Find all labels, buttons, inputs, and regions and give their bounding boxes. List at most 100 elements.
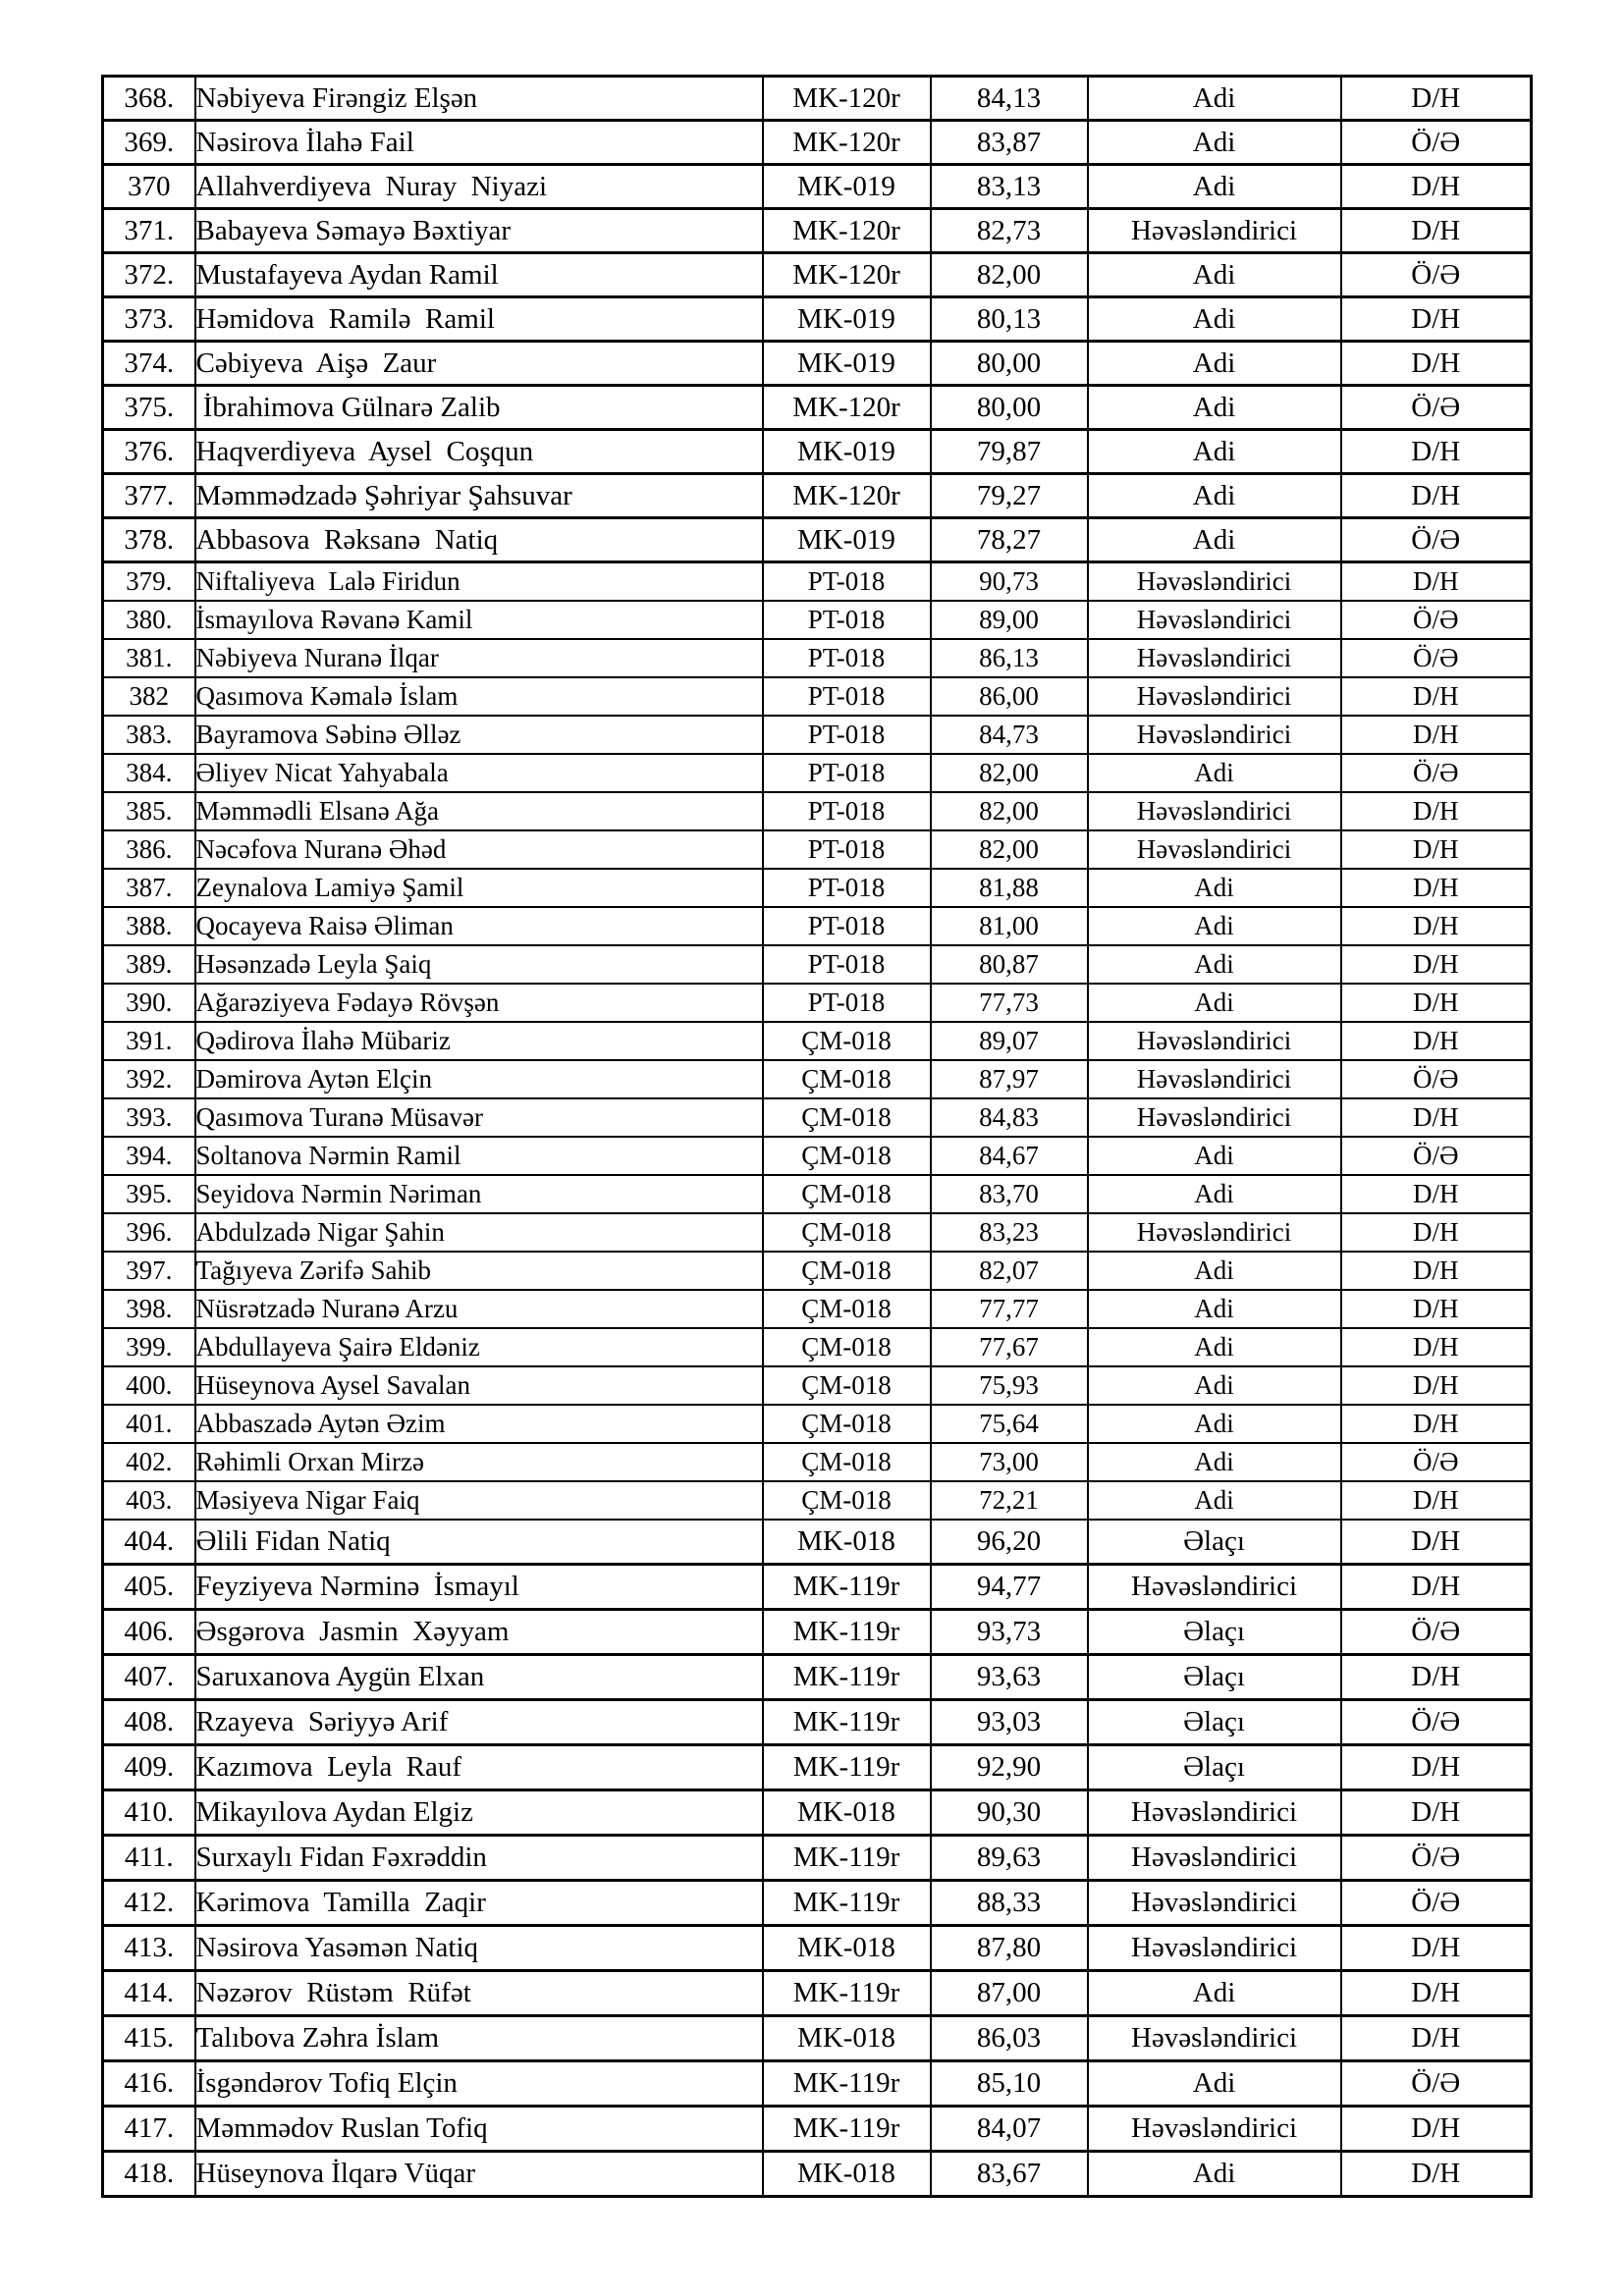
table-row: 418. Hüseynova İlqarə Vüqar MK-018 83,67… — [101, 2150, 1533, 2198]
funding-basis-cell: D/H — [1339, 944, 1533, 985]
table-row: 368. Nəbiyeva Firəngiz Elşən MK-120r 84,… — [101, 75, 1533, 122]
row-number-cell: 369. — [101, 119, 196, 166]
row-number-cell: 379. — [101, 561, 196, 602]
student-name-cell: Qədirova İlahə Mübariz — [193, 1021, 764, 1061]
score-cell: 79,87 — [929, 428, 1089, 475]
row-number-cell: 374. — [101, 340, 196, 387]
scholarship-category-cell: Adi — [1086, 1480, 1342, 1521]
score-cell: 87,80 — [929, 1924, 1089, 1972]
student-name-cell: İsgəndərov Tofiq Elçin — [193, 2059, 764, 2108]
table-row: 413. Nəsirova Yasəmən Natiq MK-018 87,80… — [101, 1924, 1533, 1972]
group-code-cell: MK-120r — [761, 119, 932, 166]
scholarship-category-cell: Adi — [1086, 384, 1342, 431]
student-name-cell: Zeynalova Lamiyə Şamil — [193, 868, 764, 908]
score-cell: 84,07 — [929, 2105, 1089, 2153]
score-cell: 90,73 — [929, 561, 1089, 602]
funding-basis-cell: D/H — [1339, 163, 1533, 210]
student-name-cell: Məmmədov Ruslan Tofiq — [193, 2105, 764, 2153]
score-cell: 78,27 — [929, 516, 1089, 563]
student-name-cell: Abbasova Rəksanə Natiq — [193, 516, 764, 563]
group-code-cell: MK-119r — [761, 1834, 932, 1882]
group-code-cell: MK-018 — [761, 1519, 932, 1566]
table-row: 386. Nəcəfova Nuranə Əhəd PT-018 82,00 H… — [101, 829, 1533, 870]
scholarship-category-cell: Həvəsləndirici — [1086, 1097, 1342, 1138]
table-row: 374. Cəbiyeva Aişə Zaur MK-019 80,00 Adi… — [101, 340, 1533, 387]
funding-basis-cell: D/H — [1339, 2014, 1533, 2062]
score-cell: 82,00 — [929, 829, 1089, 870]
table-row: 385. Məmmədli Elsanə Ağa PT-018 82,00 Hə… — [101, 791, 1533, 831]
row-number-cell: 380. — [101, 600, 196, 640]
scholarship-category-cell: Adi — [1086, 1136, 1342, 1176]
row-number-cell: 383. — [101, 715, 196, 755]
scholarship-category-cell: Adi — [1086, 1404, 1342, 1444]
scholarship-category-cell: Adi — [1086, 906, 1342, 946]
row-number-cell: 386. — [101, 829, 196, 870]
row-number-cell: 385. — [101, 791, 196, 831]
funding-basis-cell: D/H — [1339, 829, 1533, 870]
table-row: 400. Hüseynova Aysel Savalan ÇM-018 75,9… — [101, 1365, 1533, 1406]
student-name-cell: Əsgərova Jasmin Xəyyam — [193, 1608, 764, 1656]
student-name-cell: Abdulzadə Nigar Şahin — [193, 1212, 764, 1253]
row-number-cell: 376. — [101, 428, 196, 475]
group-code-cell: MK-119r — [761, 1743, 932, 1791]
row-number-cell: 402. — [101, 1442, 196, 1482]
group-code-cell: MK-120r — [761, 207, 932, 254]
scholarship-category-cell: Həvəsləndirici — [1086, 1059, 1342, 1099]
funding-basis-cell: D/H — [1339, 1365, 1533, 1406]
group-code-cell: ÇM-018 — [761, 1404, 932, 1444]
student-name-cell: Tağıyeva Zərifə Sahib — [193, 1251, 764, 1291]
group-code-cell: MK-119r — [761, 2105, 932, 2153]
row-number-cell: 406. — [101, 1608, 196, 1656]
group-code-cell: MK-019 — [761, 516, 932, 563]
student-name-cell: İbrahimova Gülnarə Zalib — [193, 384, 764, 431]
funding-basis-cell: Ö/Ə — [1339, 516, 1533, 563]
funding-basis-cell: D/H — [1339, 1212, 1533, 1253]
scholarship-category-cell: Adi — [1086, 1251, 1342, 1291]
row-number-cell: 387. — [101, 868, 196, 908]
group-code-cell: MK-119r — [761, 1969, 932, 2017]
score-cell: 84,73 — [929, 715, 1089, 755]
group-code-cell: ÇM-018 — [761, 1136, 932, 1176]
student-name-cell: Nəcəfova Nuranə Əhəd — [193, 829, 764, 870]
scholarship-category-cell: Həvəsləndirici — [1086, 1021, 1342, 1061]
table-row: 389. Həsənzadə Leyla Şaiq PT-018 80,87 A… — [101, 944, 1533, 985]
score-cell: 84,67 — [929, 1136, 1089, 1176]
row-number-cell: 410. — [101, 1789, 196, 1837]
row-number-cell: 378. — [101, 516, 196, 563]
row-number-cell: 395. — [101, 1174, 196, 1214]
student-name-cell: Abdullayeva Şairə Eldəniz — [193, 1327, 764, 1367]
scholarship-category-cell: Əlaçı — [1086, 1653, 1342, 1701]
scholarship-category-cell: Adi — [1086, 75, 1342, 122]
table-row: 404. Əlili Fidan Natiq MK-018 96,20 Əlaç… — [101, 1519, 1533, 1566]
row-number-cell: 401. — [101, 1404, 196, 1444]
row-number-cell: 416. — [101, 2059, 196, 2108]
score-cell: 96,20 — [929, 1519, 1089, 1566]
score-cell: 75,93 — [929, 1365, 1089, 1406]
group-code-cell: MK-019 — [761, 163, 932, 210]
funding-basis-cell: D/H — [1339, 906, 1533, 946]
scholarship-category-cell: Həvəsləndirici — [1086, 1212, 1342, 1253]
student-name-cell: Surxaylı Fidan Fəxrəddin — [193, 1834, 764, 1882]
scholarship-category-cell: Həvəsləndirici — [1086, 2105, 1342, 2153]
table-row: 402. Rəhimli Orxan Mirzə ÇM-018 73,00 Ad… — [101, 1442, 1533, 1482]
student-name-cell: Rzayeva Səriyyə Arif — [193, 1698, 764, 1746]
funding-basis-cell: Ö/Ə — [1339, 600, 1533, 640]
funding-basis-cell: Ö/Ə — [1339, 2059, 1533, 2108]
table-row: 369. Nəsirova İlahə Fail MK-120r 83,87 A… — [101, 119, 1533, 166]
scholarship-category-cell: Adi — [1086, 340, 1342, 387]
group-code-cell: ÇM-018 — [761, 1251, 932, 1291]
group-code-cell: MK-018 — [761, 2014, 932, 2062]
student-name-cell: Rəhimli Orxan Mirzə — [193, 1442, 764, 1482]
table-row: 414. Nəzərov Rüstəm Rüfət MK-119r 87,00 … — [101, 1969, 1533, 2017]
student-name-cell: Seyidova Nərmin Nəriman — [193, 1174, 764, 1214]
table-row: 415. Talıbova Zəhra İslam MK-018 86,03 H… — [101, 2014, 1533, 2062]
funding-basis-cell: D/H — [1339, 1743, 1533, 1791]
funding-basis-cell: D/H — [1339, 1327, 1533, 1367]
scholarship-category-cell: Həvəsləndirici — [1086, 791, 1342, 831]
score-cell: 80,00 — [929, 384, 1089, 431]
scholarship-category-cell: Həvəsləndirici — [1086, 207, 1342, 254]
funding-basis-cell: D/H — [1339, 1251, 1533, 1291]
student-name-cell: Nəsirova Yasəmən Natiq — [193, 1924, 764, 1972]
student-name-cell: Nüsrətzadə Nuranə Arzu — [193, 1289, 764, 1329]
row-number-cell: 412. — [101, 1879, 196, 1927]
